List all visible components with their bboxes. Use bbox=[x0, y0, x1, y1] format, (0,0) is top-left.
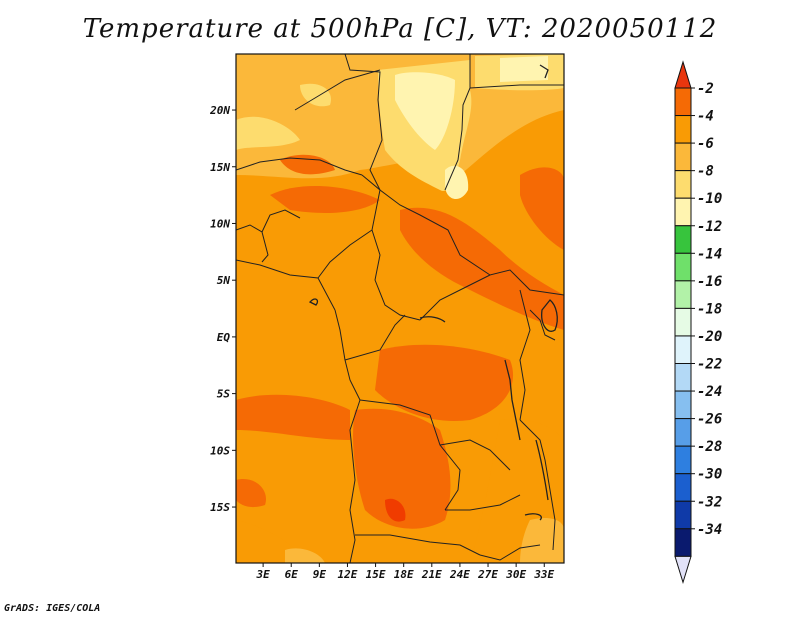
colorbar-box bbox=[674, 225, 692, 254]
colorbar-box bbox=[674, 252, 692, 282]
colorbar-box bbox=[674, 390, 692, 420]
lon-label: 3E bbox=[255, 568, 270, 581]
colorbar-label: -28 bbox=[697, 439, 722, 455]
colorbar-box bbox=[674, 445, 692, 475]
colorbar-label: -22 bbox=[697, 357, 722, 373]
lon-label: 24E bbox=[449, 568, 470, 581]
colorbar-label: -16 bbox=[697, 274, 722, 290]
colorbar-top-arrow bbox=[674, 60, 692, 89]
lat-label: 5N bbox=[217, 274, 231, 287]
colorbar-label: -32 bbox=[697, 494, 722, 510]
lon-label: 27E bbox=[477, 568, 498, 581]
colorbar-box bbox=[674, 473, 692, 502]
colorbar-box bbox=[674, 87, 692, 117]
colorbar-bottom-arrow bbox=[674, 555, 692, 585]
colorbar-box bbox=[674, 280, 692, 309]
lat-label: EQ bbox=[217, 331, 231, 344]
colorbar-label: -12 bbox=[697, 219, 722, 235]
colorbar-label: -10 bbox=[697, 191, 722, 207]
lon-label: 21E bbox=[421, 568, 442, 581]
colorbar-box bbox=[674, 528, 692, 557]
colorbar-box bbox=[674, 307, 692, 337]
country-borders bbox=[236, 54, 564, 563]
colorbar-box bbox=[674, 170, 692, 199]
colorbar-label: -2 bbox=[697, 81, 714, 97]
colorbar-label: -14 bbox=[697, 246, 722, 262]
latitude-axis: 20N 15N 10N 5N EQ 5S 10S 15S bbox=[209, 104, 236, 514]
lat-label: 15S bbox=[210, 501, 230, 514]
lon-label: 6E bbox=[285, 568, 299, 581]
colorbar-label: -4 bbox=[697, 109, 714, 125]
longitude-axis: 3E 6E 9E 12E 15E 18E 21E 24E 27E 30E 33E bbox=[255, 563, 555, 581]
lat-label: 15N bbox=[210, 161, 230, 174]
lon-label: 15E bbox=[366, 568, 386, 581]
colorbar-box bbox=[674, 363, 692, 392]
colorbar-label: -26 bbox=[697, 412, 722, 428]
chart-title: Temperature at 500hPa [C], VT: 202005011… bbox=[82, 14, 718, 44]
lon-label: 12E bbox=[338, 568, 358, 581]
colorbar-box bbox=[674, 500, 692, 530]
colorbar-label: -8 bbox=[697, 164, 714, 180]
colorbar-box bbox=[674, 142, 692, 172]
lat-label: 10S bbox=[210, 444, 230, 457]
colorbar-box bbox=[674, 335, 692, 365]
colorbar-box bbox=[674, 197, 692, 227]
colorbar-label: -24 bbox=[697, 384, 722, 400]
colorbar-label: -18 bbox=[697, 301, 722, 317]
lakes-and-coast bbox=[308, 64, 558, 521]
colorbar: -2 -4 -6 -8 -10 -12 -14 -16 -18 -20 -22 -24 -26 -28 -3… bbox=[674, 60, 722, 585]
colorbar-box bbox=[674, 115, 692, 144]
grads-credit: GrADS: IGES/COLA bbox=[4, 603, 101, 614]
lon-label: 9E bbox=[313, 568, 327, 581]
lat-label: 20N bbox=[209, 104, 230, 117]
lon-label: 18E bbox=[394, 568, 414, 581]
map-frame bbox=[235, 53, 565, 564]
lon-label: 30E bbox=[505, 568, 526, 581]
colorbar-label: -30 bbox=[697, 467, 722, 483]
lat-label: 10N bbox=[210, 217, 230, 230]
lon-label: 33E bbox=[533, 568, 554, 581]
colorbar-box bbox=[674, 418, 692, 447]
temperature-field bbox=[236, 54, 564, 563]
colorbar-label: -6 bbox=[697, 136, 714, 152]
colorbar-label: -20 bbox=[697, 329, 722, 345]
colorbar-label: -34 bbox=[697, 522, 722, 538]
lat-label: 5S bbox=[217, 388, 231, 401]
